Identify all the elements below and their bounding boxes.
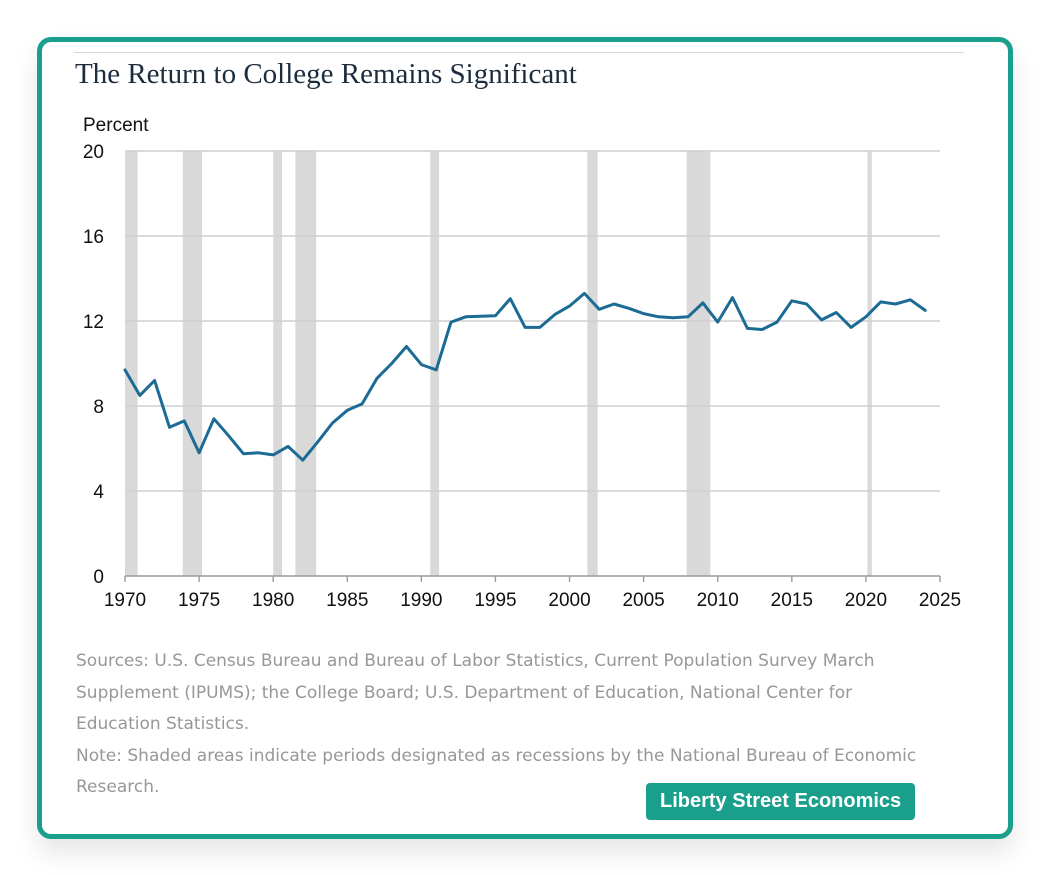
x-tick-label-2005: 2005 [622, 590, 664, 611]
recession-band-7 [867, 151, 872, 576]
x-tick-label-1975: 1975 [178, 590, 220, 611]
line-chart: 0 4 8 12 16 20 1970 1975 1980 1985 1990 1995 2000 20… [83, 115, 961, 611]
x-tick-label-2020: 2020 [845, 590, 887, 611]
x-tick-label-1970: 1970 [104, 590, 146, 611]
x-tick-label-1980: 1980 [252, 590, 294, 611]
y-tick-label-0: 0 [93, 567, 104, 588]
sources-text: Sources: U.S. Census Bureau and Bureau o… [76, 651, 875, 734]
x-tick-label-2025: 2025 [919, 590, 961, 611]
x-axis [124, 575, 941, 582]
x-tick-label-2000: 2000 [548, 590, 590, 611]
top-rule [74, 52, 964, 53]
gridlines [125, 150, 940, 492]
x-tick-label-2015: 2015 [771, 590, 813, 611]
y-tick-labels: 0 4 8 12 16 20 [83, 142, 105, 588]
x-tick-label-1995: 1995 [474, 590, 516, 611]
notes-block: Sources: U.S. Census Bureau and Bureau o… [76, 646, 936, 804]
recession-band-6 [686, 151, 711, 576]
recession-bands [125, 151, 872, 576]
brand-badge[interactable]: Liberty Street Economics [646, 783, 916, 820]
recession-band-1 [182, 151, 203, 576]
y-axis-title: Percent [83, 115, 149, 136]
recession-band-3 [295, 151, 317, 576]
chart-card: The Return to College Remains Significan… [37, 37, 1013, 839]
recession-band-0 [125, 151, 138, 576]
x-tick-label-1990: 1990 [400, 590, 442, 611]
x-tick-labels: 1970 1975 1980 1985 1990 1995 2000 2005 2010 2015… [104, 590, 961, 611]
y-tick-label-16: 16 [83, 227, 104, 248]
y-tick-label-20: 20 [83, 142, 104, 163]
y-tick-label-12: 12 [83, 312, 104, 333]
chart-title: The Return to College Remains Significan… [75, 58, 577, 90]
x-tick-label-2010: 2010 [697, 590, 739, 611]
y-tick-label-8: 8 [93, 397, 104, 418]
recession-band-5 [587, 151, 598, 576]
series-lines [123, 291, 927, 462]
y-tick-label-4: 4 [93, 482, 104, 503]
recession-band-4 [430, 151, 440, 576]
note-text: Note: Shaded areas indicate periods desi… [76, 745, 917, 798]
x-tick-label-1985: 1985 [326, 590, 368, 611]
series-line-0 [123, 291, 927, 462]
recession-band-2 [273, 151, 283, 576]
